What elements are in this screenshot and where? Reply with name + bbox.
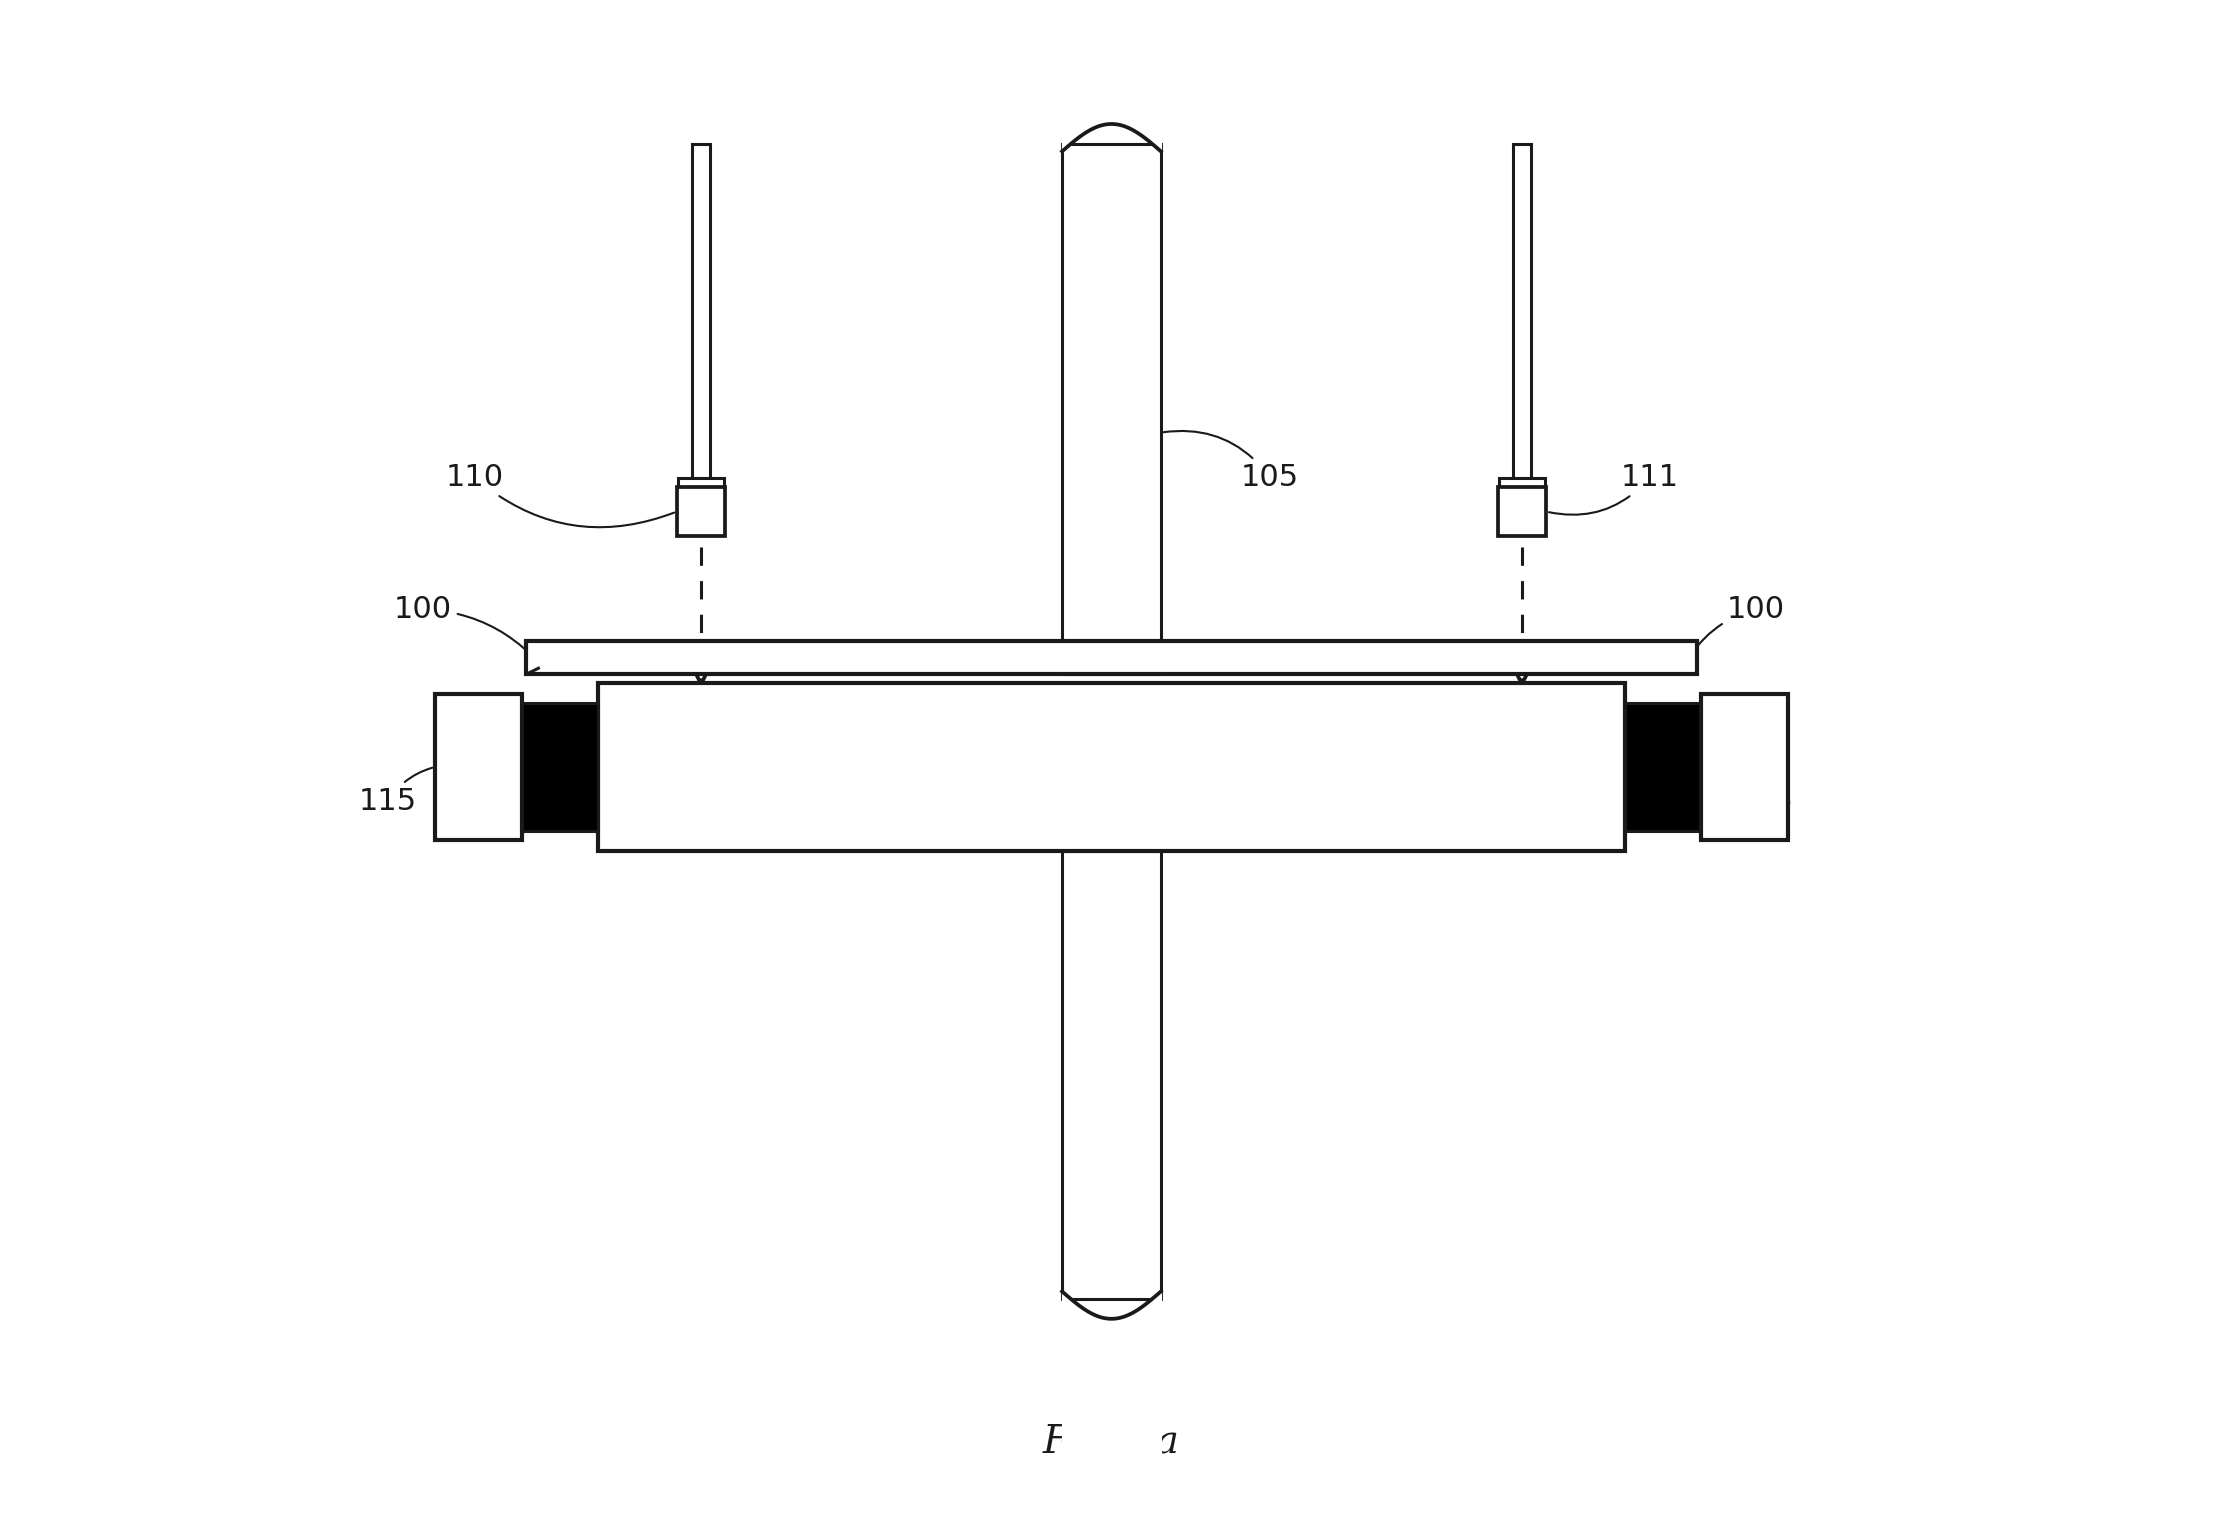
Bar xyxy=(1063,851,1160,1299)
Text: 100: 100 xyxy=(1692,595,1785,655)
Text: Fig. 1a: Fig. 1a xyxy=(1043,1425,1180,1462)
Bar xyxy=(1701,693,1787,841)
Bar xyxy=(598,683,1625,851)
Bar xyxy=(676,488,725,535)
Bar xyxy=(1498,488,1547,535)
Bar xyxy=(527,641,1696,675)
Text: 115: 115 xyxy=(360,767,431,816)
Text: 100: 100 xyxy=(393,595,531,655)
Bar xyxy=(678,479,725,509)
Text: 111: 111 xyxy=(1549,463,1678,515)
Text: 110: 110 xyxy=(445,463,674,528)
Bar xyxy=(1498,479,1545,509)
Text: 116: 116 xyxy=(1734,770,1794,816)
Text: 105: 105 xyxy=(1163,431,1298,492)
Bar xyxy=(436,693,522,841)
Bar xyxy=(691,144,709,479)
Bar xyxy=(1063,144,1160,675)
Bar xyxy=(1514,144,1532,479)
Bar xyxy=(1625,703,1701,831)
Bar xyxy=(522,703,598,831)
